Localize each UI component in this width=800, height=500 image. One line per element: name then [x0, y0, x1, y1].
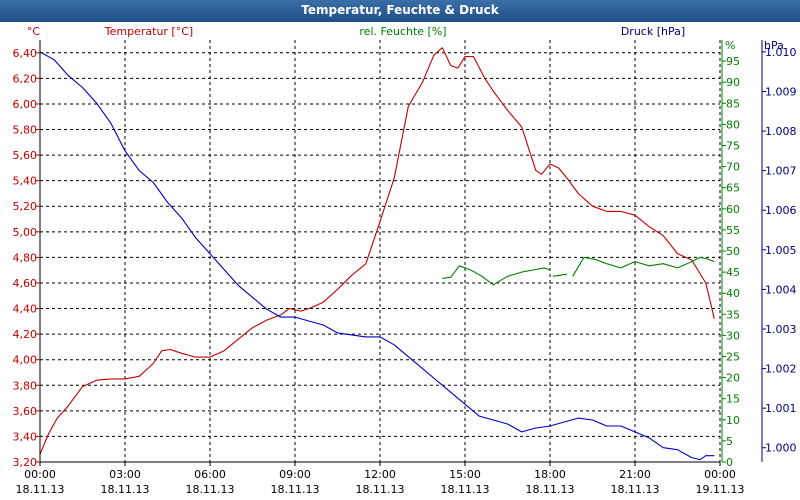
x-tick-date: 18.11.13	[16, 483, 65, 496]
mid-tick-label: 60	[726, 203, 740, 216]
mid-tick-label: 65	[726, 182, 740, 195]
right-tick-label: 1.000	[765, 442, 797, 455]
mid-tick-label: 5	[726, 435, 733, 448]
temperature-header: Temperatur [°C]	[104, 25, 193, 38]
pressure-header: Druck [hPa]	[621, 25, 685, 38]
right-tick-label: 1.006	[765, 204, 797, 217]
mid-tick-label: 50	[726, 245, 740, 258]
left-tick-label: 6,40	[13, 47, 38, 60]
temperature-series-line	[39, 47, 715, 455]
mid-unit-label: %	[725, 39, 735, 52]
gridlines	[39, 40, 721, 463]
x-tick-date: 18.11.13	[611, 483, 660, 496]
right-tick-label: 1.009	[765, 85, 797, 98]
humidity-series-line	[552, 273, 568, 277]
right-tick-label: 1.010	[765, 46, 797, 59]
left-tick-label: 3,60	[13, 405, 38, 418]
x-tick-time: 06:00	[194, 468, 226, 481]
left-tick-label: 4,80	[13, 251, 38, 264]
left-tick-label: 6,20	[13, 72, 38, 85]
x-tick-date: 18.11.13	[526, 483, 575, 496]
mid-tick-label: 10	[726, 414, 740, 427]
x-tick-date: 18.11.13	[186, 483, 235, 496]
x-tick-time: 21:00	[619, 468, 651, 481]
left-tick-label: 5,80	[13, 124, 38, 137]
mid-tick-label: 80	[726, 118, 740, 131]
left-tick-label: 5,20	[13, 200, 38, 213]
x-tick-date: 18.11.13	[441, 483, 490, 496]
left-tick-label: 5,60	[13, 149, 38, 162]
left-tick-label: 5,40	[13, 175, 38, 188]
mid-tick-label: 0	[726, 456, 733, 469]
mid-tick-label: 35	[726, 308, 740, 321]
x-tick-time: 15:00	[449, 468, 481, 481]
mid-tick-label: 55	[726, 224, 740, 237]
data-series	[39, 47, 715, 461]
right-unit-label: hPa	[764, 39, 784, 52]
left-tick-label: 3,20	[13, 456, 38, 469]
x-tick-time: 12:00	[364, 468, 396, 481]
humidity-header: rel. Feuchte [%]	[359, 25, 446, 38]
right-tick-label: 1.001	[765, 402, 797, 415]
x-tick-date: 18.11.13	[271, 483, 320, 496]
right-tick-label: 1.005	[765, 244, 797, 257]
mid-tick-label: 20	[726, 372, 740, 385]
left-tick-label: 3,80	[13, 379, 38, 392]
left-unit-label: °C	[27, 25, 41, 38]
mid-tick-label: 30	[726, 329, 740, 342]
x-tick-date: 19.11.13	[696, 483, 745, 496]
right-tick-label: 1.004	[765, 283, 797, 296]
mid-tick-label: 70	[726, 161, 740, 174]
humidity-series-line	[442, 265, 551, 286]
x-tick-time: 09:00	[279, 468, 311, 481]
x-tick-date: 18.11.13	[101, 483, 150, 496]
chart-title: Temperatur, Feuchte & Druck	[0, 0, 800, 22]
right-tick-label: 1.007	[765, 165, 797, 178]
left-tick-label: 5,00	[13, 226, 38, 239]
mid-tick-label: 90	[726, 76, 740, 89]
x-tick-time: 00:00	[704, 468, 736, 481]
left-tick-label: 4,40	[13, 303, 38, 316]
mid-tick-label: 95	[726, 55, 740, 68]
right-tick-label: 1.002	[765, 363, 797, 376]
right-tick-label: 1.003	[765, 323, 797, 336]
left-tick-label: 6,00	[13, 98, 38, 111]
mid-tick-label: 45	[726, 266, 740, 279]
right-tick-label: 1.008	[765, 125, 797, 138]
left-tick-label: 4,20	[13, 328, 38, 341]
left-tick-label: 3,40	[13, 430, 38, 443]
axes: 3,20 3,40 3,60 3,80 4,00 4,20 4,40 4,60 4,80 5,00…	[13, 40, 797, 496]
pressure-series-line	[39, 51, 715, 461]
mid-tick-label: 25	[726, 351, 740, 364]
left-tick-label: 4,00	[13, 354, 38, 367]
humidity-series-line	[572, 256, 715, 277]
x-tick-time: 03:00	[109, 468, 141, 481]
chart-area: 3,20 3,40 3,60 3,80 4,00 4,20 4,40 4,60 4,80 5,00…	[0, 22, 800, 500]
left-tick-label: 4,60	[13, 277, 38, 290]
mid-tick-label: 75	[726, 140, 740, 153]
mid-tick-label: 85	[726, 97, 740, 110]
x-tick-date: 18.11.13	[356, 483, 405, 496]
mid-tick-label: 40	[726, 287, 740, 300]
x-tick-time: 18:00	[534, 468, 566, 481]
mid-tick-label: 15	[726, 393, 740, 406]
x-tick-time: 00:00	[24, 468, 56, 481]
